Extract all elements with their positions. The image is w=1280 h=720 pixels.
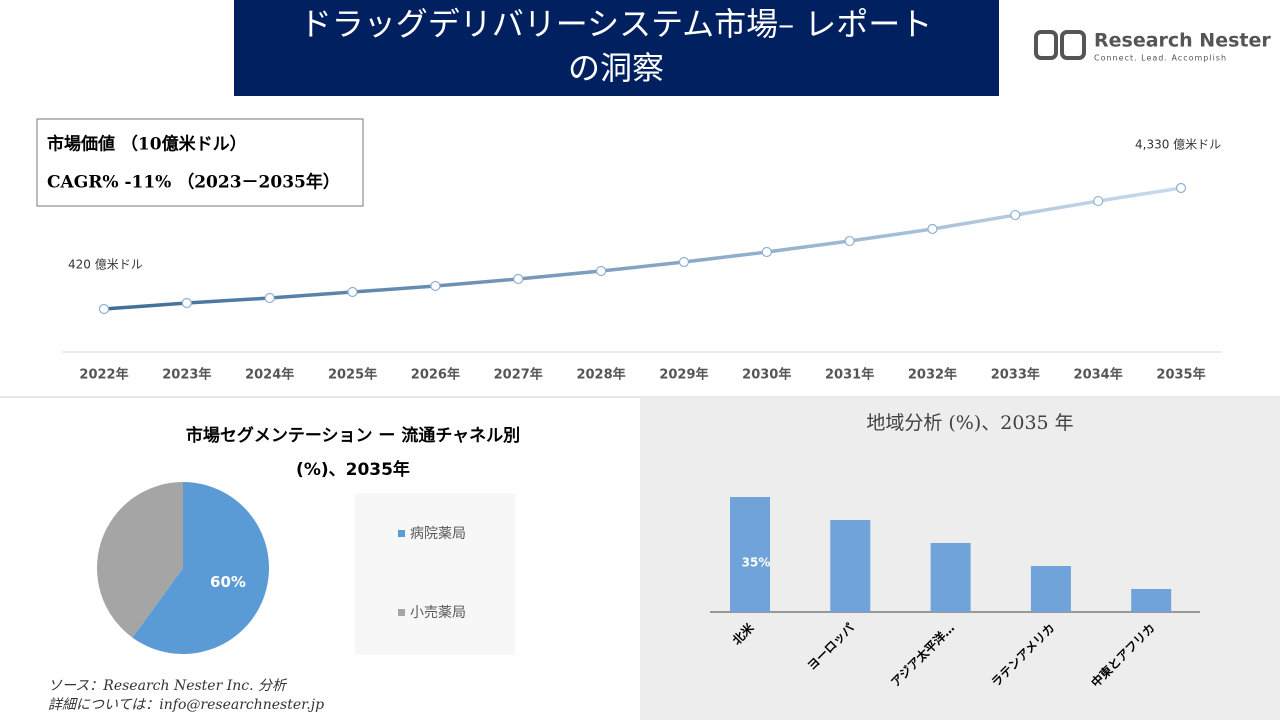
point: [513, 273, 524, 285]
point: [595, 265, 607, 277]
point: [761, 246, 772, 258]
x-tick-label: 2024年: [245, 367, 294, 383]
data-label: 420 億米ドル: [68, 258, 143, 272]
chart-title: 地域分析 (%)、2035 年: [866, 412, 1073, 434]
point: [181, 297, 192, 309]
x-tick-label: 2023年: [162, 367, 211, 383]
x-tick-label: 2035年: [1156, 367, 1205, 383]
source: ソース：Research Nester Inc. 分析: [48, 678, 288, 694]
x-tick-label: 2034年: [1074, 367, 1123, 383]
pie-slice: [132, 482, 270, 654]
x-tick-label: 2032年: [908, 367, 957, 383]
pie-slice: [97, 481, 183, 638]
bar: [1131, 589, 1172, 612]
data-label: 60%: [210, 573, 246, 591]
logo-icon: [1060, 30, 1086, 60]
point: [1175, 182, 1187, 194]
point: [264, 292, 275, 304]
x-tick-label: 2031年: [825, 367, 874, 383]
logo-icon: [1034, 30, 1058, 60]
legend-swatch: [398, 609, 405, 616]
legend-label: 病院薬局: [410, 526, 466, 542]
chart-title: 市場セグメンテーション ー 流通チャネル別: [186, 425, 520, 446]
x-tick-label: 2033年: [991, 367, 1040, 383]
logo: Research Nester Connect. Lead. Accomplis…: [1034, 30, 1271, 63]
bar: [930, 543, 971, 612]
x-tick-label: 2026年: [411, 367, 460, 383]
x-tick-label: 2028年: [576, 367, 625, 383]
x-tick-label: 2029年: [659, 367, 708, 383]
chart-subtitle: (%)、2035年: [296, 459, 410, 480]
bar: [730, 497, 770, 612]
header-title: ドラッグデリバリーシステム市場– レポートの洞察: [300, 5, 933, 87]
x-tick-label: 2022年: [79, 367, 128, 383]
point: [98, 303, 110, 315]
point: [430, 280, 441, 292]
x-tick-label: 2030年: [742, 367, 791, 383]
point: [1010, 209, 1021, 221]
legend-swatch: [398, 530, 405, 537]
point: [678, 256, 690, 268]
logo-tagline: Connect. Lead. Accomplish: [1094, 54, 1227, 63]
header-banner: [234, 0, 999, 96]
info-line: CAGR% -11% （2023－2035年）: [47, 172, 340, 193]
point: [844, 235, 855, 247]
legend-box: [355, 493, 515, 655]
bar: [830, 520, 871, 612]
point: [1093, 195, 1104, 207]
point: [927, 223, 938, 235]
legend-label: 小売薬局: [410, 605, 466, 621]
x-tick-label: 2025年: [328, 367, 377, 383]
line: [103, 186, 1182, 311]
data-label: 4,330 億米ドル: [1135, 138, 1221, 152]
point: [347, 286, 358, 298]
source: 詳細については：info@researchnester.jp: [48, 697, 324, 713]
info-line: 市場価値 （10億米ドル）: [47, 134, 247, 155]
x-tick-label: 2027年: [494, 367, 543, 383]
bar: [1030, 566, 1071, 612]
logo-name: Research Nester: [1094, 30, 1271, 52]
data-label: 35%: [742, 556, 771, 570]
info-box: [36, 118, 364, 207]
